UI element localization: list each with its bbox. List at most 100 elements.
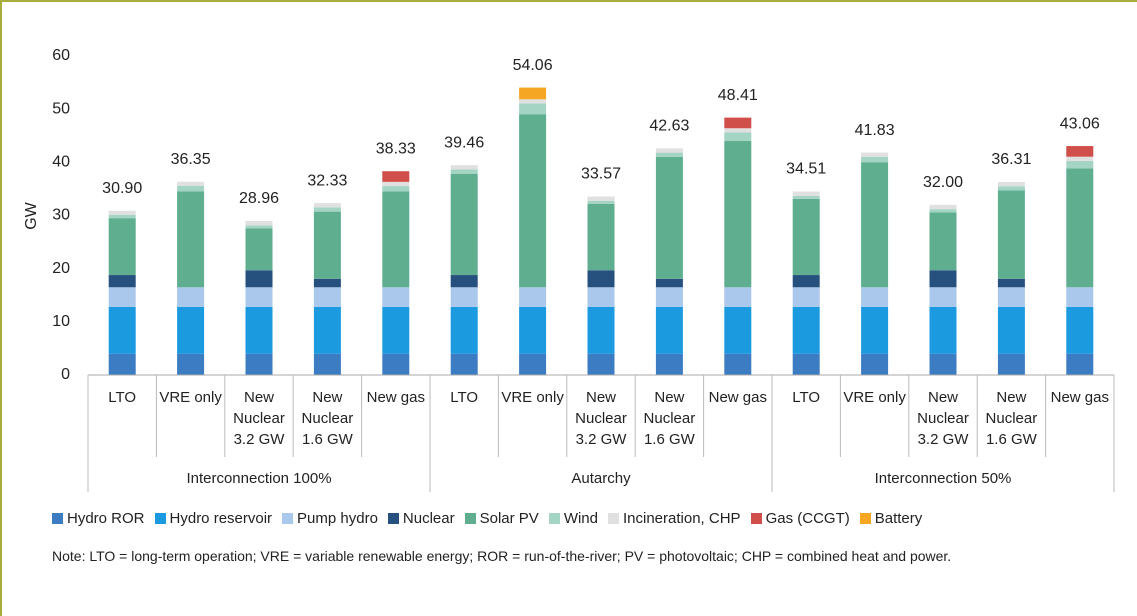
bar-segment bbox=[177, 353, 205, 375]
legend-item: Pump hydro bbox=[282, 510, 378, 527]
bar-segment bbox=[997, 190, 1025, 279]
bar-segment bbox=[587, 196, 615, 201]
bar-segment bbox=[1066, 156, 1094, 161]
legend-swatch bbox=[464, 513, 476, 524]
y-tick-label: 40 bbox=[52, 154, 70, 171]
legend-swatch bbox=[548, 513, 560, 524]
bar-segment bbox=[861, 306, 889, 354]
legend-swatch bbox=[154, 513, 166, 524]
bar-segment bbox=[519, 114, 547, 288]
bar-segment bbox=[792, 275, 820, 288]
legend-label: Nuclear bbox=[402, 510, 455, 527]
bar-segment bbox=[450, 169, 478, 174]
bar-segment bbox=[1066, 168, 1094, 288]
bar-segment bbox=[792, 195, 820, 199]
bar-segment bbox=[587, 203, 615, 271]
y-tick-label: 60 bbox=[52, 47, 70, 64]
bar-segment bbox=[519, 103, 547, 115]
bar-segment bbox=[655, 353, 683, 375]
x-tick-label: VRE only bbox=[501, 389, 564, 406]
bar-segment bbox=[245, 221, 273, 226]
bar-segment bbox=[108, 353, 136, 375]
bar-segment bbox=[861, 353, 889, 375]
bar-segment bbox=[108, 210, 136, 215]
bar-segment bbox=[587, 200, 615, 204]
bar-segment bbox=[997, 306, 1025, 354]
total-label: 48.41 bbox=[718, 87, 758, 104]
bar-segment bbox=[861, 162, 889, 288]
bar-segment bbox=[108, 214, 136, 219]
bar-segment bbox=[108, 218, 136, 276]
y-tick-label: 20 bbox=[52, 260, 70, 277]
bar-segment bbox=[792, 191, 820, 196]
legend: Hydro ROR Hydro reservoir Pump hydro Nuclea… bbox=[52, 510, 922, 527]
legend-label: Wind bbox=[563, 510, 598, 527]
y-tick-label: 50 bbox=[52, 100, 70, 117]
bar-segment bbox=[997, 353, 1025, 375]
total-label: 34.51 bbox=[786, 161, 826, 178]
bar-segment bbox=[245, 270, 273, 288]
bar-segment bbox=[382, 186, 410, 192]
bar-segment bbox=[724, 117, 752, 129]
total-label: 32.33 bbox=[307, 172, 347, 189]
x-tick-label: LTO bbox=[108, 389, 137, 406]
total-label: 43.06 bbox=[1060, 115, 1100, 132]
bar-segment bbox=[245, 287, 273, 307]
bar-segment bbox=[177, 181, 205, 186]
x-tick-label: LTO bbox=[792, 389, 821, 406]
bar-segment bbox=[1066, 160, 1094, 169]
bar-segment bbox=[655, 287, 683, 307]
bar-segment bbox=[382, 181, 410, 187]
bar-segment bbox=[655, 278, 683, 288]
group-label: Interconnection 100% bbox=[186, 470, 331, 487]
legend-label: Gas (CCGT) bbox=[765, 510, 850, 527]
bar-segment bbox=[382, 171, 410, 182]
bar-segment bbox=[587, 353, 615, 375]
total-label: 30.90 bbox=[102, 180, 142, 197]
bar-segment bbox=[724, 306, 752, 354]
bar-segment bbox=[724, 287, 752, 307]
bar-segment bbox=[382, 287, 410, 307]
legend-item: Gas (CCGT) bbox=[750, 510, 850, 527]
bar-segment bbox=[519, 99, 547, 104]
legend-label: Incineration, CHP bbox=[623, 510, 741, 527]
bar-segment bbox=[997, 278, 1025, 288]
legend-item: Wind bbox=[548, 510, 598, 527]
bar-segment bbox=[861, 287, 889, 307]
total-label: 38.33 bbox=[376, 140, 416, 157]
total-label: 33.57 bbox=[581, 166, 621, 183]
bar-segment bbox=[313, 306, 341, 354]
total-label: 54.06 bbox=[513, 57, 553, 74]
bar-segment bbox=[108, 287, 136, 307]
x-tick-label: New Nuclear 3.2 GW bbox=[917, 389, 969, 448]
bar-segment bbox=[313, 287, 341, 307]
bar-segment bbox=[861, 156, 889, 163]
x-tick-label: New gas bbox=[366, 389, 425, 406]
bar-segment bbox=[792, 353, 820, 375]
x-tick-label: LTO bbox=[450, 389, 479, 406]
bar-segment bbox=[724, 128, 752, 133]
legend-swatch bbox=[52, 513, 63, 524]
bar-segment bbox=[929, 204, 957, 210]
bar-segment bbox=[587, 287, 615, 307]
bar-segment bbox=[724, 353, 752, 375]
bar-segment bbox=[177, 191, 205, 288]
x-tick-label: New Nuclear 3.2 GW bbox=[575, 389, 627, 448]
legend-item: Nuclear bbox=[387, 510, 455, 527]
x-tick-label: New Nuclear 1.6 GW bbox=[301, 389, 354, 448]
bar-segment bbox=[861, 152, 889, 157]
legend-item: Battery bbox=[859, 510, 922, 527]
bar-segment bbox=[450, 353, 478, 375]
y-tick-label: 0 bbox=[61, 366, 70, 383]
bar-segment bbox=[792, 198, 820, 276]
bar-segment bbox=[245, 225, 273, 229]
bar-segment bbox=[245, 228, 273, 271]
bar-segment bbox=[997, 186, 1025, 191]
total-label: 41.83 bbox=[855, 122, 895, 139]
bar-segment bbox=[792, 306, 820, 354]
bar-segment bbox=[929, 353, 957, 375]
bar-segment bbox=[519, 353, 547, 375]
group-label: Interconnection 50% bbox=[875, 470, 1012, 487]
legend-swatch bbox=[387, 513, 399, 524]
bar-segment bbox=[655, 152, 683, 157]
